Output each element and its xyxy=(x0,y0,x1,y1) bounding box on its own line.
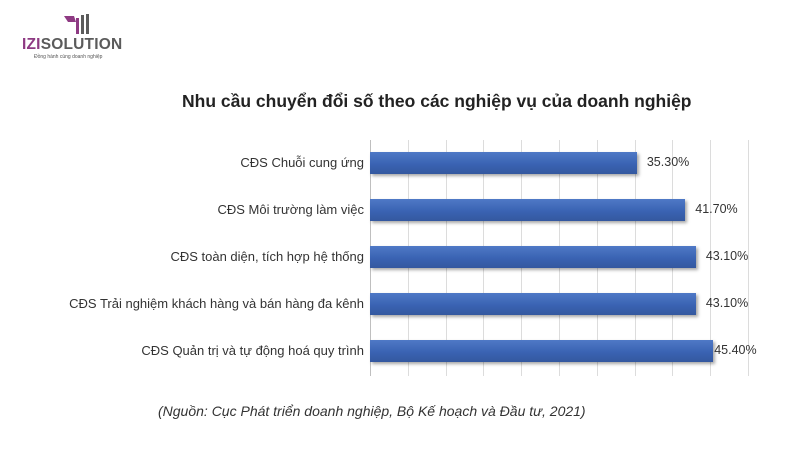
category-label: CĐS toàn diện, tích hợp hệ thống xyxy=(170,249,364,264)
brand-tagline: Đồng hành cùng doanh nghiệp xyxy=(34,54,103,60)
brand-logo: IZISOLUTION Đồng hành cùng doanh nghiệp xyxy=(22,12,132,67)
bar xyxy=(370,152,637,174)
logo-mark-icon xyxy=(64,14,89,34)
value-label: 41.70% xyxy=(695,202,738,216)
category-label: CĐS Chuỗi cung ứng xyxy=(240,155,364,170)
value-label: 35.30% xyxy=(646,155,690,169)
brand-name: IZISOLUTION xyxy=(22,36,123,53)
source-note: (Nguồn: Cục Phát triển doanh nghiệp, Bộ … xyxy=(158,403,586,419)
bar xyxy=(370,293,696,315)
category-label: CĐS Trải nghiệm khách hàng và bán hàng đ… xyxy=(69,296,364,311)
bar xyxy=(370,246,696,268)
chart-title: Nhu cầu chuyển đổi số theo các nghiệp vụ… xyxy=(182,91,692,111)
plot-area: 35.30% 41.70% 43.10% 43.10% 45.40% xyxy=(370,140,757,376)
bar xyxy=(370,340,714,362)
value-label: 45.40% xyxy=(714,343,757,357)
gridline xyxy=(748,140,749,376)
category-label: CĐS Môi trường làm việc xyxy=(217,202,364,217)
bar xyxy=(370,199,686,221)
value-label: 43.10% xyxy=(705,296,749,310)
value-label: 43.10% xyxy=(705,249,749,263)
category-label: CĐS Quản trị và tự động hoá quy trình xyxy=(141,343,364,358)
gridline xyxy=(710,140,711,376)
